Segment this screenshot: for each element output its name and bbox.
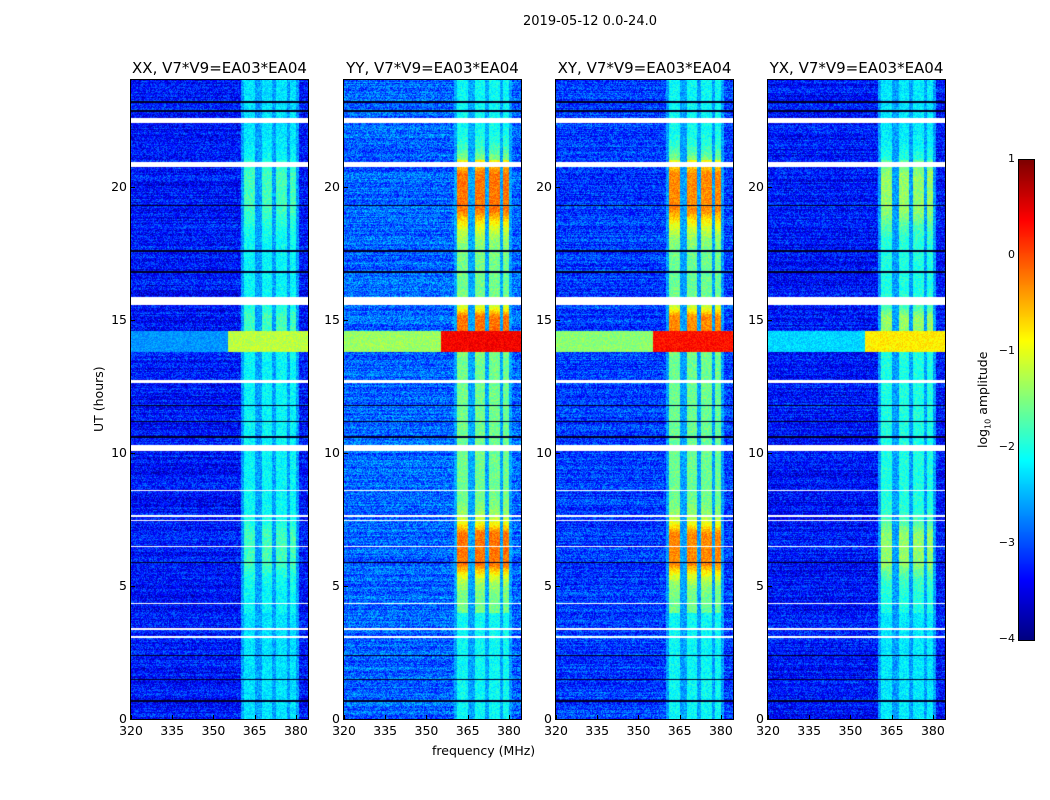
spectrogram-0 xyxy=(130,79,309,720)
x-tick-label: 320 xyxy=(756,723,780,738)
colorbar-label: log10 amplitude xyxy=(975,351,993,448)
y-tick xyxy=(768,186,772,188)
y-tick xyxy=(131,452,135,454)
x-tick-label: 380 xyxy=(496,723,521,738)
colorbar xyxy=(1018,159,1035,641)
colorbar-tick-label: −3 xyxy=(998,536,1015,549)
x-tick xyxy=(213,715,215,719)
x-tick xyxy=(809,715,811,719)
x-tick-label: 350 xyxy=(626,723,651,738)
y-tick xyxy=(131,585,135,587)
panel-title: XY, V7*V9=EA03*EA04 xyxy=(557,59,732,77)
y-tick xyxy=(131,319,135,321)
y-tick-label: 5 xyxy=(119,577,127,593)
x-tick-label: 350 xyxy=(201,723,226,738)
x-tick-label: 365 xyxy=(242,723,267,738)
y-tick xyxy=(131,719,135,720)
x-tick xyxy=(556,715,557,719)
colorbar-tick-label: −4 xyxy=(998,632,1015,645)
x-tick xyxy=(597,715,599,719)
x-axis-label: frequency (MHz) xyxy=(432,743,536,758)
x-tick xyxy=(344,715,345,719)
y-tick-label: 0 xyxy=(119,711,127,726)
y-tick xyxy=(556,719,560,720)
x-tick-label: 380 xyxy=(283,723,308,738)
y-tick xyxy=(768,585,772,587)
y-tick xyxy=(556,452,560,454)
y-tick-label: 15 xyxy=(536,311,552,327)
x-tick-label: 320 xyxy=(544,723,568,738)
y-tick xyxy=(344,719,348,720)
x-tick xyxy=(385,715,387,719)
x-tick xyxy=(295,715,297,719)
y-tick xyxy=(556,585,560,587)
x-tick xyxy=(508,715,510,719)
x-tick-label: 335 xyxy=(160,723,185,738)
colorbar-tick-label: −2 xyxy=(998,440,1015,453)
y-tick xyxy=(556,319,560,321)
colorbar-tick-label: 1 xyxy=(1008,152,1015,165)
x-tick xyxy=(932,715,934,719)
spectrogram-2 xyxy=(555,79,734,720)
panel-title: XX, V7*V9=EA03*EA04 xyxy=(132,59,307,77)
x-tick-label: 365 xyxy=(455,723,480,738)
x-tick-label: 320 xyxy=(332,723,356,738)
x-tick xyxy=(891,715,893,719)
x-tick xyxy=(720,715,722,719)
x-tick-label: 320 xyxy=(119,723,143,738)
x-tick xyxy=(850,715,852,719)
x-tick-label: 365 xyxy=(879,723,904,738)
x-tick-label: 335 xyxy=(585,723,610,738)
x-tick xyxy=(638,715,640,719)
y-tick xyxy=(344,585,348,587)
spectrogram-1 xyxy=(343,79,522,720)
colorbar-tick-label: −1 xyxy=(998,344,1015,357)
x-tick xyxy=(426,715,428,719)
y-tick-label: 20 xyxy=(748,178,764,194)
x-tick-label: 335 xyxy=(797,723,822,738)
x-tick xyxy=(254,715,256,719)
y-axis-label: UT (hours) xyxy=(91,366,106,432)
y-tick-label: 5 xyxy=(332,577,340,593)
x-tick xyxy=(679,715,681,719)
x-tick-label: 365 xyxy=(667,723,692,738)
x-tick-label: 380 xyxy=(708,723,733,738)
y-tick-label: 5 xyxy=(544,577,552,593)
x-tick-label: 335 xyxy=(373,723,398,738)
y-tick-label: 15 xyxy=(324,311,340,327)
y-tick-label: 10 xyxy=(111,444,127,460)
x-tick xyxy=(131,715,132,719)
y-tick-label: 10 xyxy=(536,444,552,460)
y-tick-label: 20 xyxy=(111,178,127,194)
y-tick-label: 10 xyxy=(748,444,764,460)
x-tick-label: 350 xyxy=(838,723,863,738)
y-tick xyxy=(344,452,348,454)
y-tick xyxy=(768,319,772,321)
y-tick-label: 20 xyxy=(324,178,340,194)
y-tick xyxy=(344,319,348,321)
y-tick xyxy=(556,186,560,188)
x-tick xyxy=(467,715,469,719)
panel-title: YY, V7*V9=EA03*EA04 xyxy=(346,59,519,77)
spectrogram-3 xyxy=(767,79,946,720)
y-tick-label: 0 xyxy=(756,711,764,726)
y-tick xyxy=(768,719,772,720)
x-tick-label: 350 xyxy=(414,723,439,738)
panel-title: YX, V7*V9=EA03*EA04 xyxy=(769,59,944,77)
y-tick-label: 15 xyxy=(111,311,127,327)
figure-title: 2019-05-12 0.0-24.0 xyxy=(523,14,657,29)
y-tick-label: 20 xyxy=(536,178,552,194)
y-tick xyxy=(768,452,772,454)
x-tick-label: 380 xyxy=(920,723,945,738)
y-tick xyxy=(344,186,348,188)
y-tick-label: 10 xyxy=(324,444,340,460)
y-tick-label: 0 xyxy=(332,711,340,726)
colorbar-tick-label: 0 xyxy=(1008,248,1015,261)
y-tick-label: 5 xyxy=(756,577,764,593)
y-tick-label: 15 xyxy=(748,311,764,327)
y-tick xyxy=(131,186,135,188)
x-tick xyxy=(768,715,769,719)
y-tick-label: 0 xyxy=(544,711,552,726)
x-tick xyxy=(172,715,174,719)
